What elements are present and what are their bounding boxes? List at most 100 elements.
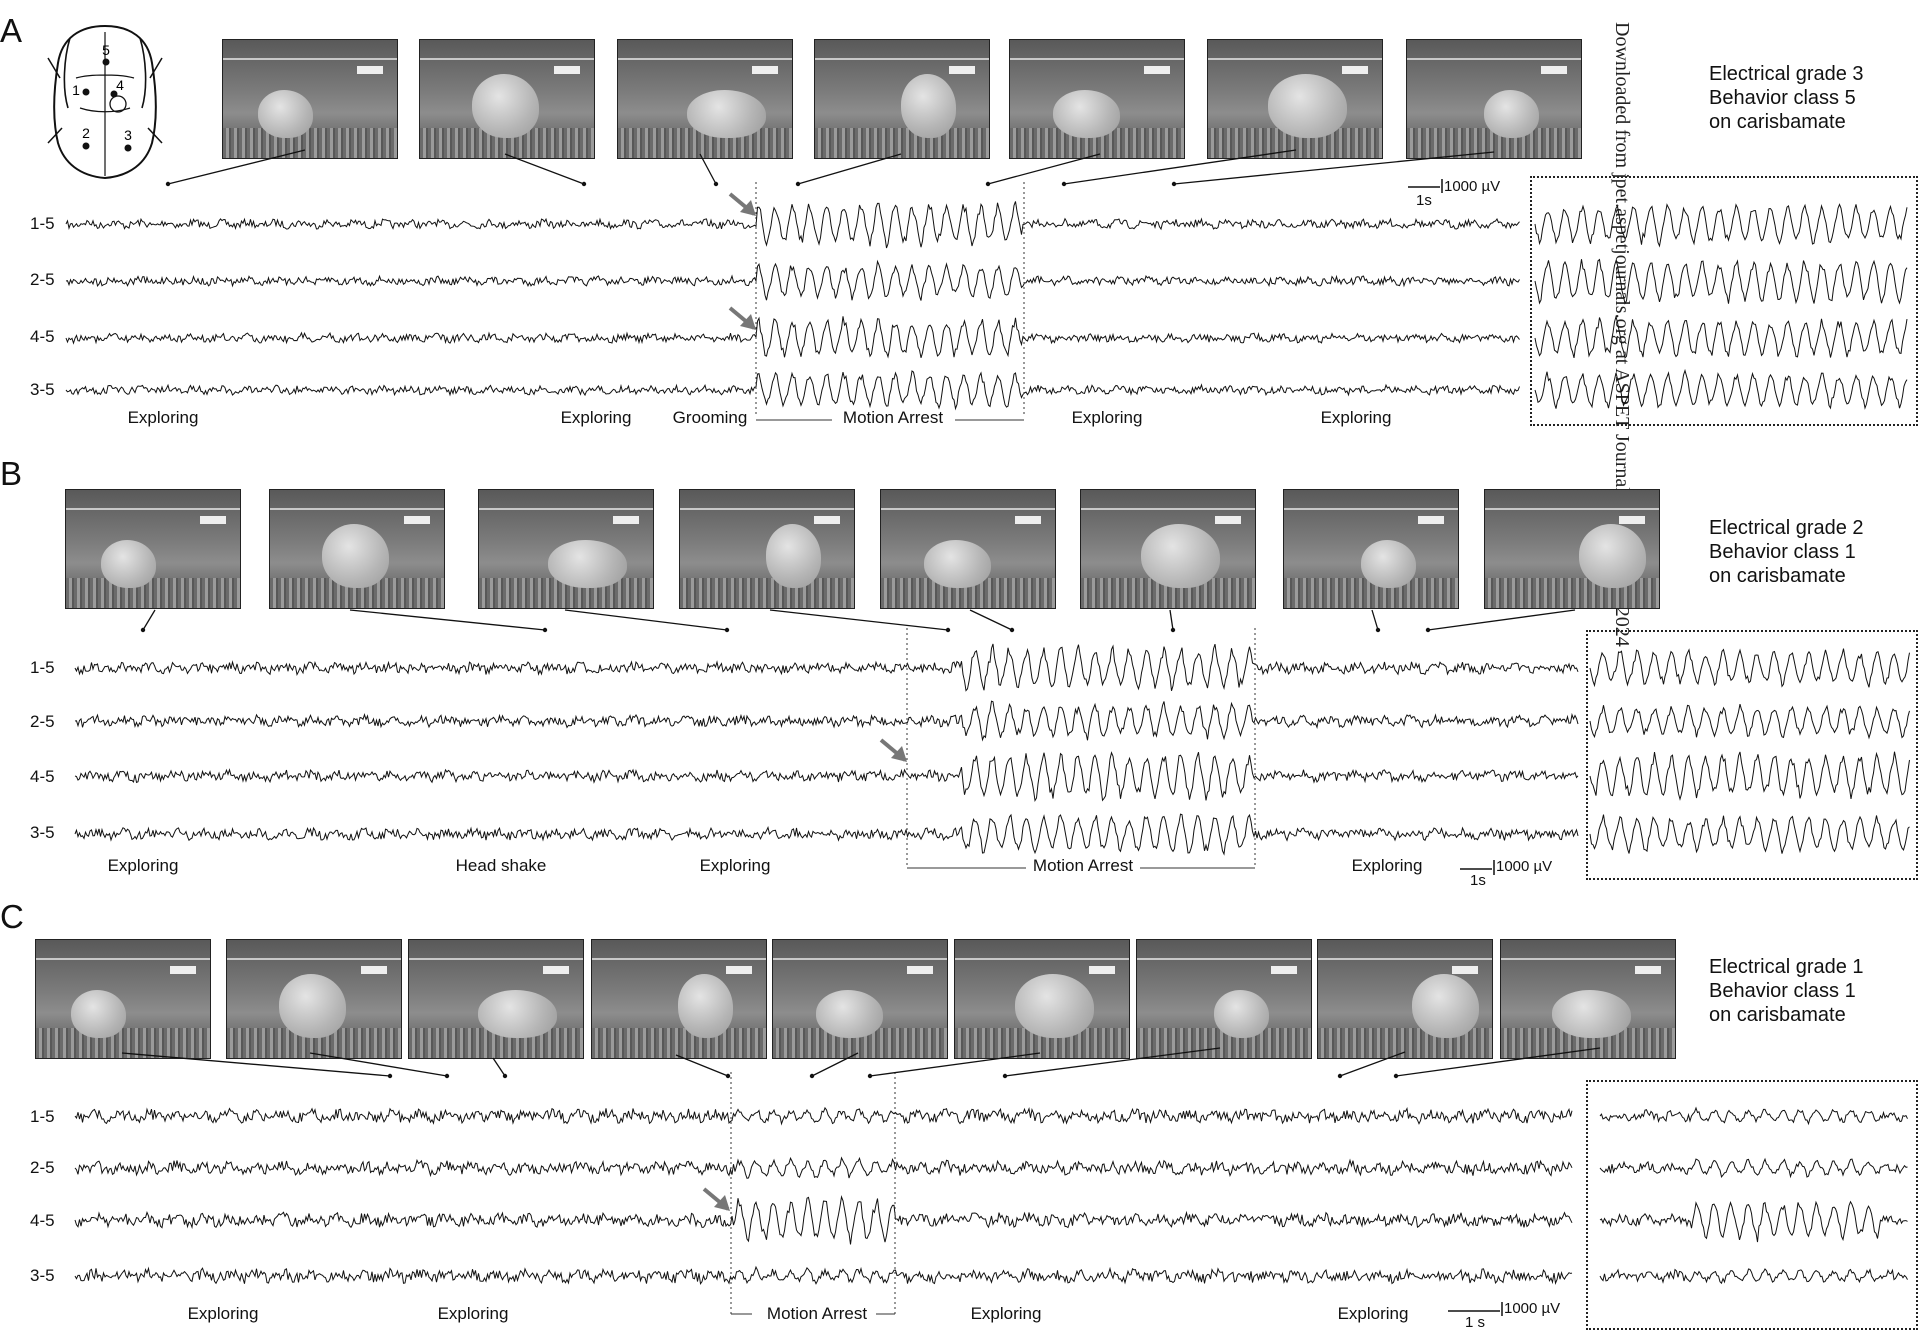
photo-leader-line bbox=[1004, 1047, 1221, 1077]
eeg-trace bbox=[74, 1265, 1573, 1286]
rat-figure bbox=[101, 540, 156, 588]
panel-a-grade: Electrical grade 3 Behavior class 5 on c… bbox=[1709, 62, 1864, 134]
scale-amplitude-label: 1000 µV bbox=[1496, 858, 1553, 875]
behavior-label: Exploring bbox=[187, 1304, 259, 1323]
behavior-class: Behavior class 1 bbox=[1709, 541, 1856, 563]
photo-leader-line bbox=[142, 609, 156, 631]
video-frame-thumbnail bbox=[1009, 39, 1185, 159]
photo-leader-line bbox=[504, 153, 585, 185]
video-frame-thumbnail bbox=[1406, 39, 1582, 159]
photo-leader-line bbox=[564, 609, 728, 631]
photo-time-marker bbox=[867, 1073, 873, 1079]
photo-leader-line bbox=[969, 609, 1013, 631]
drug-condition: on carisbamate bbox=[1709, 565, 1846, 587]
behavior-label: Exploring bbox=[1320, 408, 1392, 427]
video-frame-thumbnail bbox=[1136, 939, 1312, 1059]
scale-time-label: 1s bbox=[1416, 192, 1432, 209]
video-frame-thumbnail bbox=[1484, 489, 1660, 609]
panel-b-letter: B bbox=[0, 455, 23, 492]
svg-text:3: 3 bbox=[124, 127, 132, 143]
eeg-trace bbox=[74, 1106, 1573, 1126]
behavior-label: Exploring bbox=[127, 408, 199, 427]
zoom-inset-box bbox=[1586, 630, 1918, 880]
behavior-label: Exploring bbox=[107, 856, 179, 875]
eeg-trace bbox=[65, 316, 1520, 359]
rat-figure bbox=[1552, 990, 1631, 1038]
electrode-1 bbox=[82, 88, 90, 96]
electrode-3 bbox=[124, 144, 132, 152]
photo-time-marker bbox=[387, 1073, 393, 1079]
seizure-arrow-head bbox=[740, 314, 756, 330]
behavior-label: Grooming bbox=[672, 408, 748, 427]
rat-figure bbox=[258, 90, 313, 138]
photo-time-marker bbox=[985, 181, 991, 187]
video-frame-thumbnail bbox=[35, 939, 211, 1059]
zoom-trace bbox=[1534, 368, 1908, 410]
photo-leader-line bbox=[1339, 1051, 1406, 1077]
photo-leader-line bbox=[1063, 149, 1297, 185]
eeg-trace bbox=[74, 1194, 1573, 1245]
scale-amplitude-label: 1000 µV bbox=[1444, 178, 1501, 195]
video-frame-thumbnail bbox=[617, 39, 793, 159]
channel-label: 4-5 bbox=[30, 327, 55, 346]
photo-leader-line bbox=[492, 1057, 506, 1077]
panel-a-letter: A bbox=[0, 12, 23, 49]
panel-b-grade: Electrical grade 2 Behavior class 1 on c… bbox=[1709, 516, 1864, 588]
behavior-label: Exploring bbox=[1071, 408, 1143, 427]
behavior-label: Exploring bbox=[970, 1304, 1042, 1323]
photo-leader-line bbox=[309, 1052, 448, 1077]
photo-leader-line bbox=[1395, 1047, 1601, 1077]
rat-figure bbox=[322, 524, 389, 588]
scale-amplitude-label: 1000 µV bbox=[1504, 1300, 1561, 1317]
photo-time-marker bbox=[1009, 627, 1015, 633]
behavior-label: Motion Arrest bbox=[1026, 856, 1140, 876]
photo-leader-line bbox=[167, 149, 306, 185]
photo-leader-line bbox=[675, 1054, 729, 1077]
rat-figure bbox=[1484, 90, 1539, 138]
behavior-label: Head shake bbox=[455, 856, 547, 875]
photo-leader-line bbox=[349, 609, 546, 631]
photo-time-marker bbox=[581, 181, 587, 187]
photo-time-marker bbox=[724, 627, 730, 633]
channel-label: 2-5 bbox=[30, 1158, 55, 1177]
video-frame-thumbnail bbox=[226, 939, 402, 1059]
rat-figure bbox=[71, 990, 126, 1038]
svg-text:5: 5 bbox=[102, 42, 110, 58]
scale-time-label: 1 s bbox=[1465, 1314, 1486, 1331]
photo-time-marker bbox=[713, 181, 719, 187]
zoom-trace bbox=[1599, 1200, 1908, 1243]
video-frame-thumbnail bbox=[65, 489, 241, 609]
photo-time-marker bbox=[502, 1073, 508, 1079]
photo-time-marker bbox=[1170, 627, 1176, 633]
photo-time-marker bbox=[1171, 181, 1177, 187]
rat-figure bbox=[1053, 90, 1120, 138]
zoom-trace bbox=[1534, 258, 1908, 305]
video-frame-thumbnail bbox=[880, 489, 1056, 609]
photo-time-marker bbox=[1425, 627, 1431, 633]
photo-time-marker bbox=[795, 181, 801, 187]
zoom-trace bbox=[1589, 703, 1910, 740]
photo-leader-line bbox=[1173, 151, 1495, 185]
rat-figure bbox=[1579, 524, 1646, 588]
photo-time-marker bbox=[1061, 181, 1067, 187]
electrical-grade: Electrical grade 3 bbox=[1709, 63, 1864, 85]
photo-leader-line bbox=[869, 1052, 1041, 1077]
video-frame-thumbnail bbox=[1080, 489, 1256, 609]
video-frame-thumbnail bbox=[222, 39, 398, 159]
photo-leader-line bbox=[1169, 609, 1174, 631]
photo-time-marker bbox=[444, 1073, 450, 1079]
scale-time-label: 1s bbox=[1470, 872, 1486, 889]
photo-leader-line bbox=[1371, 609, 1379, 631]
eeg-trace bbox=[65, 259, 1520, 301]
video-frame-thumbnail bbox=[1317, 939, 1493, 1059]
video-frame-thumbnail bbox=[814, 39, 990, 159]
zoom-trace bbox=[1534, 203, 1908, 248]
video-frame-thumbnail bbox=[419, 39, 595, 159]
channel-label: 3-5 bbox=[30, 1266, 55, 1285]
video-frame-thumbnail bbox=[679, 489, 855, 609]
electrical-grade: Electrical grade 2 bbox=[1709, 517, 1864, 539]
photo-time-marker bbox=[809, 1073, 815, 1079]
behavior-label: Exploring bbox=[560, 408, 632, 427]
zoom-inset-box bbox=[1530, 176, 1918, 426]
photo-time-marker bbox=[165, 181, 171, 187]
